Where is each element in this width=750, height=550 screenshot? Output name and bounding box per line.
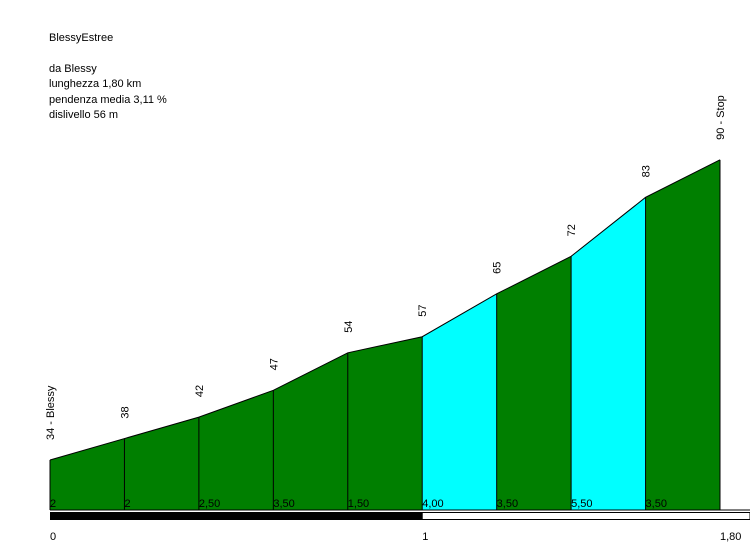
route-elevation-gain: dislivello 56 m	[49, 109, 119, 121]
x-tick-label: 1	[422, 531, 428, 543]
profile-outline	[49, 159, 721, 461]
elevation-label: 54	[343, 321, 355, 333]
segment-gradient-label: 4,00	[422, 498, 443, 510]
elevation-label: 38	[119, 406, 131, 418]
route-info: BlessyEstree da Blessy lunghezza 1,80 km…	[49, 31, 167, 124]
elevation-label: 47	[268, 358, 280, 370]
route-title: BlessyEstree	[49, 32, 114, 44]
profile-segment	[422, 293, 497, 510]
segment-gradient-label: 5,50	[571, 498, 592, 510]
x-tick-label: 1,80	[720, 531, 741, 543]
elevation-label: 83	[641, 165, 653, 177]
route-length: lunghezza 1,80 km	[49, 78, 142, 90]
segment-gradient-label: 2,50	[199, 498, 220, 510]
profile-segment	[124, 417, 199, 510]
profile-segment	[645, 159, 720, 510]
segment-gradient-label: 3,50	[273, 498, 294, 510]
scale-bar-filled	[50, 512, 423, 520]
elevation-label: 65	[492, 262, 504, 274]
profile-segment	[347, 336, 423, 510]
elevation-label: 42	[194, 385, 206, 397]
profile-segment	[571, 197, 646, 511]
segment-gradient-label: 2	[124, 498, 130, 510]
profile-segment	[50, 438, 125, 510]
profile-segment	[496, 256, 572, 510]
route-avg-gradient: pendenza media 3,11 %	[49, 93, 167, 106]
route-start: da Blessy	[49, 62, 97, 75]
segment-gradient-label: 3,50	[497, 498, 518, 510]
profile-segment	[198, 390, 274, 510]
elevation-label: 34 - Blessy	[45, 385, 57, 440]
segment-gradient-label: 3,50	[646, 498, 667, 510]
profile-segment	[273, 352, 348, 510]
elevation-label: 57	[417, 304, 429, 316]
scale-bar-empty	[421, 512, 750, 520]
x-tick-label: 0	[50, 531, 56, 543]
segment-gradient-label: 2	[50, 498, 56, 510]
elevation-label: 90 - Stop	[715, 95, 727, 140]
elevation-label: 72	[566, 224, 578, 236]
segment-gradient-label: 1,50	[348, 498, 369, 510]
